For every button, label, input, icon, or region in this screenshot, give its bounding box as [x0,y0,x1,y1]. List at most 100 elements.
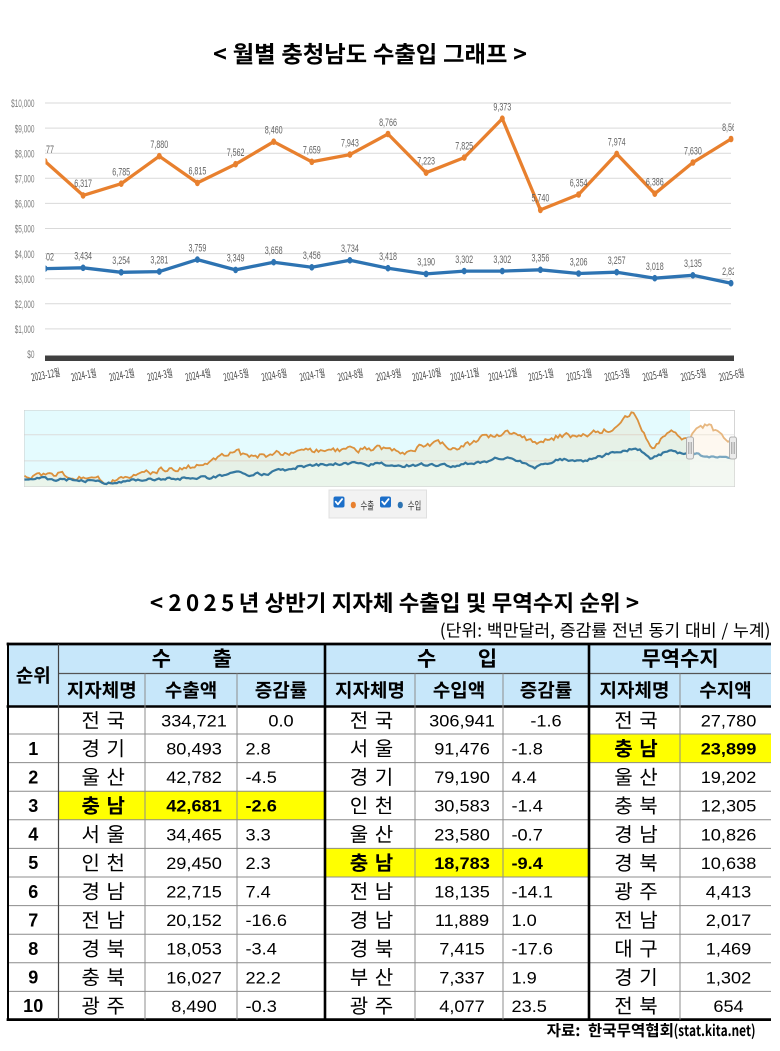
svg-text:8,566: 8,566 [722,121,740,133]
svg-text:7,223: 7,223 [417,155,435,167]
svg-text:11,889: 11,889 [435,911,489,930]
svg-text:6,354: 6,354 [570,177,588,189]
svg-text:10,826: 10,826 [701,825,757,844]
svg-text:$6,000: $6,000 [15,198,35,210]
svg-text:18,053: 18,053 [166,939,222,958]
svg-text:34,465: 34,465 [166,825,222,844]
svg-text:5: 5 [28,853,38,873]
svg-text:3: 3 [28,796,38,816]
svg-text:1: 1 [28,739,38,759]
svg-text:1.0: 1.0 [512,911,537,930]
svg-text:23,580: 23,580 [434,825,490,844]
svg-text:22,715: 22,715 [166,882,222,901]
svg-text:$2,000: $2,000 [15,298,35,310]
svg-text:-16.6: -16.6 [246,911,288,930]
svg-text:3,302: 3,302 [493,253,511,265]
svg-text:3,349: 3,349 [227,252,245,264]
svg-text:18,783: 18,783 [434,853,490,872]
svg-text:$3,000: $3,000 [15,273,35,285]
svg-text:0.0: 0.0 [268,711,293,730]
svg-text:654: 654 [713,996,744,1015]
svg-text:4.4: 4.4 [512,768,537,787]
svg-text:-0.7: -0.7 [512,825,543,844]
svg-text:306,941: 306,941 [429,711,495,730]
svg-text:3,456: 3,456 [303,250,321,262]
svg-text:-1.6: -1.6 [530,711,562,730]
svg-text:1,469: 1,469 [706,939,751,958]
svg-text:7.4: 7.4 [246,882,271,901]
svg-text:7,659: 7,659 [303,144,321,156]
svg-text:23.5: 23.5 [512,996,548,1015]
svg-text:29,450: 29,450 [166,853,222,872]
svg-text:7,880: 7,880 [150,139,168,151]
svg-text:-17.6: -17.6 [512,939,554,958]
svg-text:3,402: 3,402 [36,251,54,263]
svg-text:3,254: 3,254 [112,255,130,267]
svg-text:3,257: 3,257 [608,255,626,267]
svg-text:$4,000: $4,000 [15,248,35,260]
svg-text:3,135: 3,135 [684,258,702,270]
svg-text:7,943: 7,943 [341,137,359,149]
svg-text:$5,000: $5,000 [15,223,35,235]
svg-text:$10,000: $10,000 [11,97,34,109]
svg-text:-14.1: -14.1 [512,882,553,901]
svg-text:42,782: 42,782 [166,768,222,787]
svg-text:10,638: 10,638 [701,853,757,872]
svg-text:-2.6: -2.6 [246,796,278,815]
svg-text:7,337: 7,337 [439,968,484,987]
svg-text:7,562: 7,562 [227,147,245,159]
svg-text:-9.4: -9.4 [512,853,544,872]
svg-text:7,825: 7,825 [455,140,473,152]
svg-text:-1.4: -1.4 [512,796,544,815]
svg-text:1,302: 1,302 [706,968,751,987]
svg-text:27,780: 27,780 [701,711,757,730]
svg-text:6,386: 6,386 [646,176,664,188]
svg-text:9: 9 [28,968,38,988]
svg-text:-1.8: -1.8 [512,739,544,758]
svg-text:4: 4 [28,825,38,845]
svg-text:$0: $0 [27,348,34,360]
svg-text:22.2: 22.2 [246,968,281,987]
svg-text:7,415: 7,415 [439,939,485,958]
svg-text:8,490: 8,490 [171,996,217,1015]
svg-text:3,759: 3,759 [188,242,206,254]
svg-text:3,356: 3,356 [531,252,549,264]
svg-text:7: 7 [28,910,38,930]
svg-text:$1,000: $1,000 [15,323,35,335]
svg-text:$9,000: $9,000 [15,123,35,135]
svg-text:12,305: 12,305 [701,796,757,815]
svg-text:$7,000: $7,000 [15,173,35,185]
svg-text:3,018: 3,018 [646,261,664,273]
svg-text:2.3: 2.3 [246,853,271,872]
svg-text:16,027: 16,027 [166,968,222,987]
svg-text:3.3: 3.3 [246,825,271,844]
svg-text:2: 2 [28,767,38,787]
svg-text:7,974: 7,974 [608,136,626,148]
svg-text:7,677: 7,677 [36,144,54,156]
svg-text:-3.4: -3.4 [246,939,278,958]
svg-text:6,317: 6,317 [74,178,92,190]
svg-text:3,206: 3,206 [570,256,588,268]
svg-text:$8,000: $8,000 [15,148,35,160]
svg-text:79,190: 79,190 [434,768,490,787]
svg-text:8: 8 [28,939,38,959]
svg-text:1.9: 1.9 [512,968,537,987]
svg-text:19,202: 19,202 [701,768,757,787]
svg-text:3,281: 3,281 [150,254,168,266]
svg-text:42,681: 42,681 [166,796,222,815]
svg-text:2,017: 2,017 [706,911,751,930]
svg-text:334,721: 334,721 [161,711,227,730]
svg-text:10: 10 [23,996,43,1016]
svg-text:3,190: 3,190 [417,256,435,268]
svg-text:5,740: 5,740 [531,192,549,204]
svg-text:3,302: 3,302 [455,253,473,265]
svg-text:-0.3: -0.3 [246,996,278,1015]
svg-text:23,899: 23,899 [701,739,757,758]
svg-text:9,373: 9,373 [493,101,511,113]
svg-text:4,413: 4,413 [706,882,752,901]
svg-text:-4.5: -4.5 [246,768,278,787]
svg-text:6: 6 [28,882,38,902]
svg-text:4,077: 4,077 [439,996,484,1015]
svg-text:20,152: 20,152 [166,911,222,930]
svg-text:8,766: 8,766 [379,116,397,128]
